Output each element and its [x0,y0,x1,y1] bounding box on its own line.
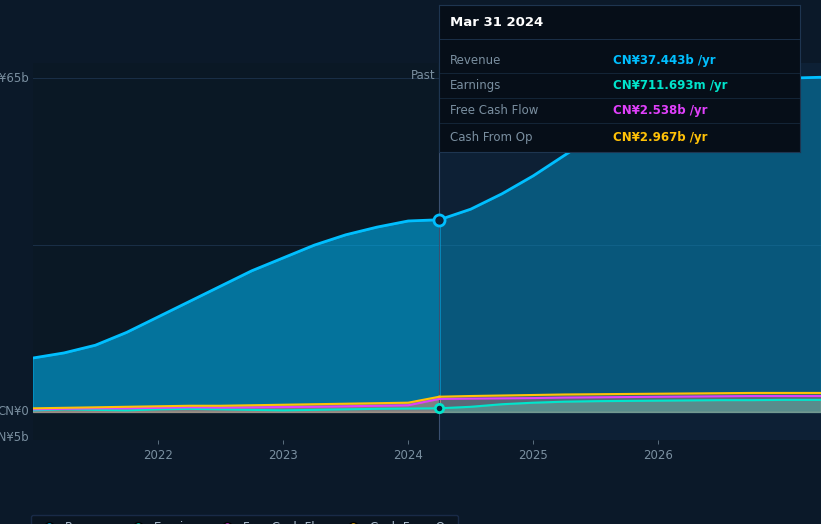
Text: Mar 31 2024: Mar 31 2024 [450,16,544,29]
Text: CN¥711.693m /yr: CN¥711.693m /yr [612,80,727,92]
Text: CN¥2.538b /yr: CN¥2.538b /yr [612,104,707,117]
Bar [439,63,821,440]
Text: Free Cash Flow: Free Cash Flow [450,104,539,117]
Text: Analysts Forecasts: Analysts Forecasts [443,69,553,82]
Text: CN¥0: CN¥0 [0,406,29,419]
Legend: Revenue, Earnings, Free Cash Flow, Cash From Op: Revenue, Earnings, Free Cash Flow, Cash … [31,515,458,524]
Bar [33,63,439,440]
Text: CN¥65b: CN¥65b [0,72,29,85]
Text: Cash From Op: Cash From Op [450,131,533,144]
Text: CN¥37.443b /yr: CN¥37.443b /yr [612,54,715,68]
Text: Past: Past [410,69,435,82]
Text: Revenue: Revenue [450,54,502,68]
Text: Earnings: Earnings [450,80,502,92]
Text: -CN¥5b: -CN¥5b [0,431,29,444]
Text: CN¥2.967b /yr: CN¥2.967b /yr [612,131,707,144]
